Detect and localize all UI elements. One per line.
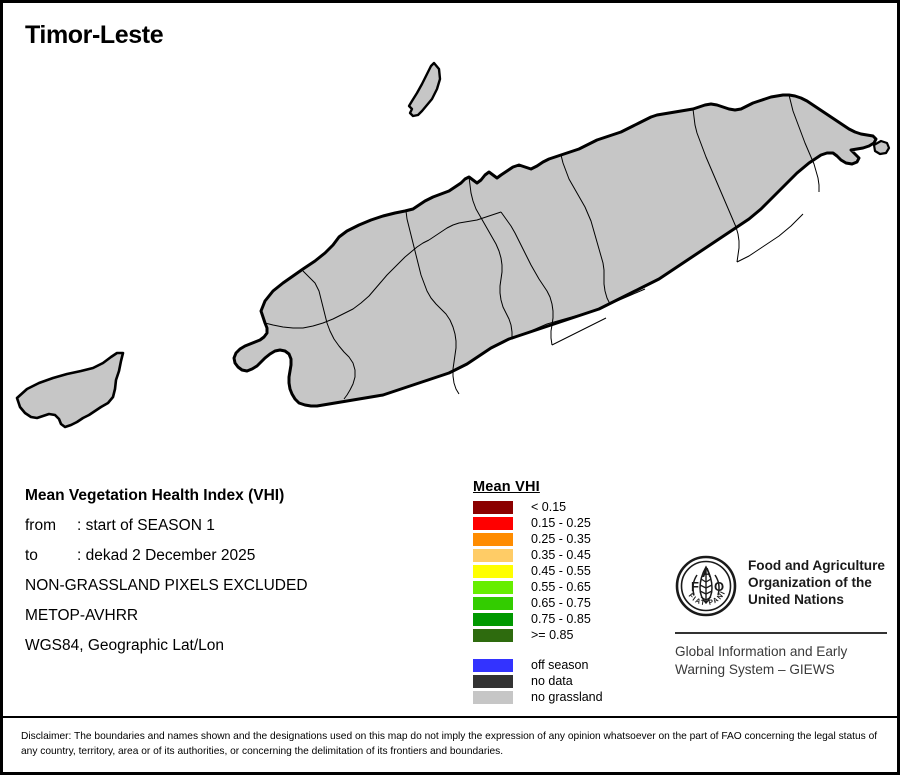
fao-divider xyxy=(675,632,887,634)
map-exclave-oecusse[interactable] xyxy=(15,351,125,429)
legend-class-swatch xyxy=(473,628,513,642)
legend-class-swatch xyxy=(473,580,513,594)
svg-text:A: A xyxy=(702,565,712,580)
fao-org-line-1: Food and Agriculture xyxy=(748,558,885,573)
legend-class-row[interactable]: 0.25 - 0.35 xyxy=(473,531,643,547)
legend-class-label: 0.55 - 0.65 xyxy=(531,579,591,594)
legend-class-row[interactable]: 0.45 - 0.55 xyxy=(473,563,643,579)
legend-title: Mean VHI xyxy=(473,479,540,495)
legend-class-swatch xyxy=(473,516,513,530)
legend-class-label: 0.15 - 0.25 xyxy=(531,515,591,530)
legend-class-row[interactable]: 0.15 - 0.25 xyxy=(473,515,643,531)
disclaimer-divider xyxy=(3,716,897,718)
legend-class-swatch xyxy=(473,532,513,546)
legend-class-swatch xyxy=(473,612,513,626)
legend-class-label: >= 0.85 xyxy=(531,627,574,642)
legend-special-row[interactable]: no data xyxy=(473,673,643,689)
map-district-boundaries xyxy=(264,94,820,400)
metadata-to-value: : dekad 2 December 2025 xyxy=(77,547,256,564)
legend-class-row[interactable]: 0.55 - 0.65 xyxy=(473,579,643,595)
metadata-exclusion: NON-GRASSLAND PIXELS EXCLUDED xyxy=(25,577,308,594)
legend-spacer xyxy=(473,643,643,657)
map-island-atauro[interactable] xyxy=(407,61,442,118)
map-mainland[interactable] xyxy=(232,93,878,408)
timor-leste-map[interactable] xyxy=(3,33,897,453)
legend-special-row[interactable]: off season xyxy=(473,657,643,673)
giews-programme-name: Global Information and Early Warning Sys… xyxy=(675,643,887,679)
metadata-from-value: : start of SEASON 1 xyxy=(77,517,215,534)
legend-class-swatch xyxy=(473,596,513,610)
svg-text:F: F xyxy=(691,579,699,594)
legend-class-label: 0.45 - 0.55 xyxy=(531,563,591,578)
legend: Mean VHI < 0.15 0.15 - 0.25 0.25 - 0.35 0.3… xyxy=(473,479,643,705)
legend-special-list: off season no data no grassland xyxy=(473,657,643,705)
fao-emblem-icon: F A O FIAT PANIS xyxy=(672,550,737,622)
legend-class-row[interactable]: 0.65 - 0.75 xyxy=(473,595,643,611)
legend-class-row[interactable]: < 0.15 xyxy=(473,499,643,515)
map-island-jaco[interactable] xyxy=(872,139,891,156)
fao-org-line-3: United Nations xyxy=(748,592,844,607)
metadata-projection: WGS84, Geographic Lat/Lon xyxy=(25,637,225,654)
legend-class-row[interactable]: 0.75 - 0.85 xyxy=(473,611,643,627)
legend-special-swatch xyxy=(473,674,513,688)
metadata-heading: Mean Vegetation Health Index (VHI) xyxy=(25,487,285,504)
legend-special-swatch xyxy=(473,658,513,672)
metadata-from-row: from : start of SEASON 1 xyxy=(25,511,445,541)
legend-special-label: no data xyxy=(531,673,573,688)
legend-special-label: no grassland xyxy=(531,689,603,704)
legend-special-swatch xyxy=(473,690,513,704)
legend-class-label: 0.35 - 0.45 xyxy=(531,547,591,562)
fao-block: F A O FIAT PANIS Food and Agriculture Or… xyxy=(672,550,887,679)
metadata-sensor: METOP-AVHRR xyxy=(25,607,139,624)
legend-class-swatch xyxy=(473,564,513,578)
map-canvas[interactable] xyxy=(3,33,897,453)
page-title: Timor-Leste xyxy=(25,21,164,49)
metadata-block: Mean Vegetation Health Index (VHI) from:… xyxy=(25,481,445,661)
legend-class-label: 0.75 - 0.85 xyxy=(531,611,591,626)
metadata-to-row: to : dekad 2 December 2025 xyxy=(25,541,445,571)
legend-class-swatch xyxy=(473,500,513,514)
legend-class-row[interactable]: >= 0.85 xyxy=(473,627,643,643)
metadata-to-label: to xyxy=(25,547,38,564)
legend-special-label: off season xyxy=(531,657,589,672)
disclaimer-text: Disclaimer: The boundaries and names sho… xyxy=(21,731,878,757)
fao-org-line-2: Organization of the xyxy=(748,575,872,590)
legend-class-label: 0.65 - 0.75 xyxy=(531,595,591,610)
fao-organization-name: Food and Agriculture Organization of the… xyxy=(748,555,885,608)
legend-class-list: < 0.15 0.15 - 0.25 0.25 - 0.35 0.35 - 0.45 0… xyxy=(473,499,643,643)
giews-line-1: Global Information and Early xyxy=(675,644,848,659)
metadata-from-label: from xyxy=(25,517,56,534)
svg-text:O: O xyxy=(714,579,724,594)
fao-logo-row: F A O FIAT PANIS Food and Agriculture Or… xyxy=(672,550,887,622)
legend-class-swatch xyxy=(473,548,513,562)
legend-class-row[interactable]: 0.35 - 0.45 xyxy=(473,547,643,563)
giews-line-2: Warning System – GIEWS xyxy=(675,662,835,677)
legend-class-label: < 0.15 xyxy=(531,499,567,514)
legend-class-label: 0.25 - 0.35 xyxy=(531,531,591,546)
legend-special-row[interactable]: no grassland xyxy=(473,689,643,705)
